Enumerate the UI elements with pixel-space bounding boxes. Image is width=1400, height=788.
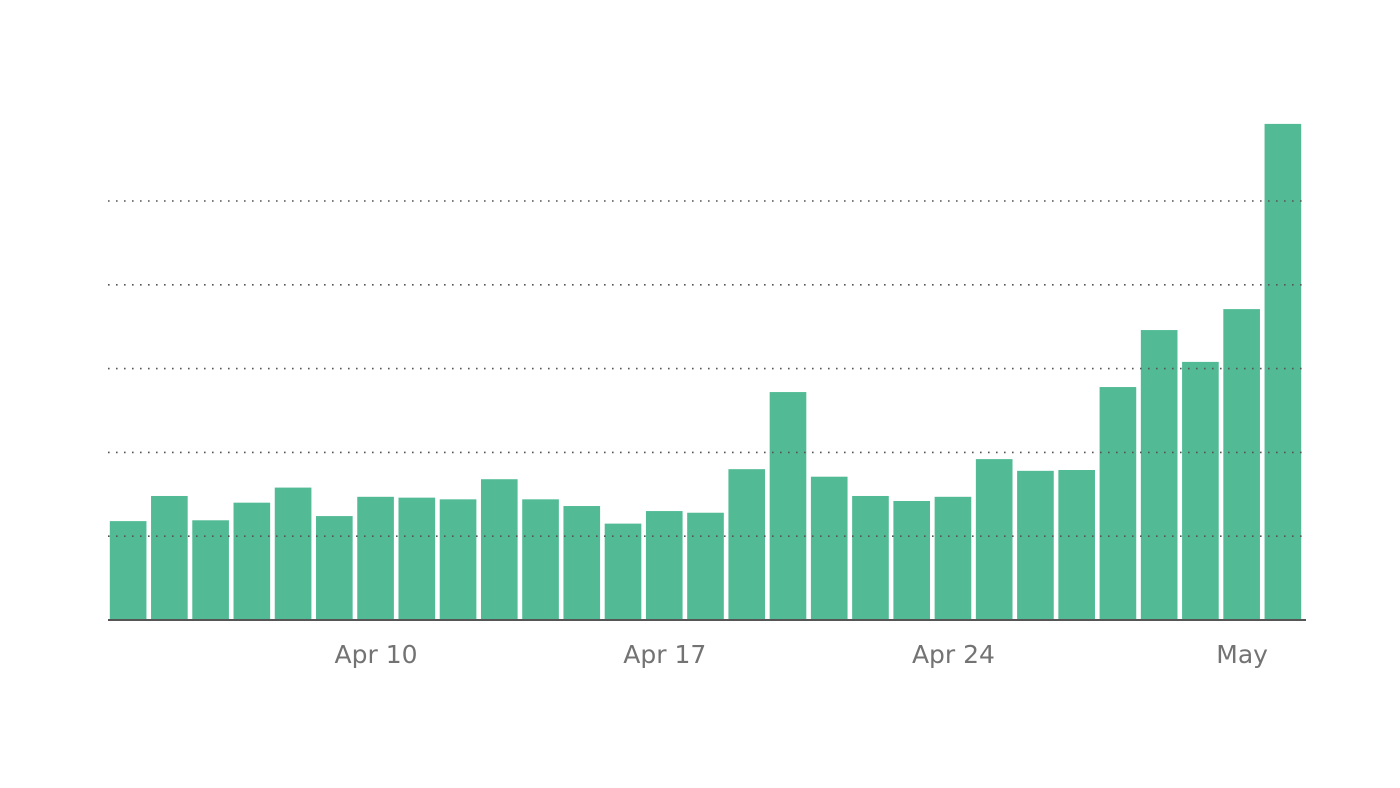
bar bbox=[274, 487, 312, 620]
bar bbox=[769, 392, 807, 620]
bar bbox=[398, 497, 436, 620]
x-tick-label: May bbox=[1216, 640, 1268, 669]
bar bbox=[1058, 469, 1095, 620]
bar bbox=[1017, 470, 1054, 620]
bar bbox=[151, 495, 188, 620]
bar bbox=[810, 476, 848, 620]
bar bbox=[975, 459, 1013, 620]
x-tick-label: Apr 24 bbox=[912, 640, 995, 669]
bar bbox=[1223, 309, 1260, 620]
bar bbox=[934, 496, 972, 620]
bar bbox=[604, 523, 642, 620]
bar bbox=[1140, 330, 1178, 620]
x-tick-label: Apr 10 bbox=[335, 640, 418, 669]
bar bbox=[233, 502, 271, 620]
bar bbox=[480, 479, 518, 620]
bar bbox=[109, 521, 147, 620]
bar bbox=[893, 501, 931, 620]
bar bbox=[645, 511, 683, 620]
bar bbox=[522, 499, 559, 620]
bar bbox=[357, 496, 394, 620]
bar bbox=[687, 512, 724, 620]
bar bbox=[439, 499, 477, 620]
bar bbox=[1182, 361, 1219, 620]
bar bbox=[563, 506, 601, 620]
bar bbox=[1099, 387, 1137, 620]
bar bbox=[728, 469, 766, 620]
bar bbox=[1264, 123, 1302, 621]
bar bbox=[316, 516, 353, 620]
bar bbox=[192, 520, 229, 620]
x-tick-label: Apr 17 bbox=[623, 640, 706, 669]
bar bbox=[852, 495, 889, 620]
